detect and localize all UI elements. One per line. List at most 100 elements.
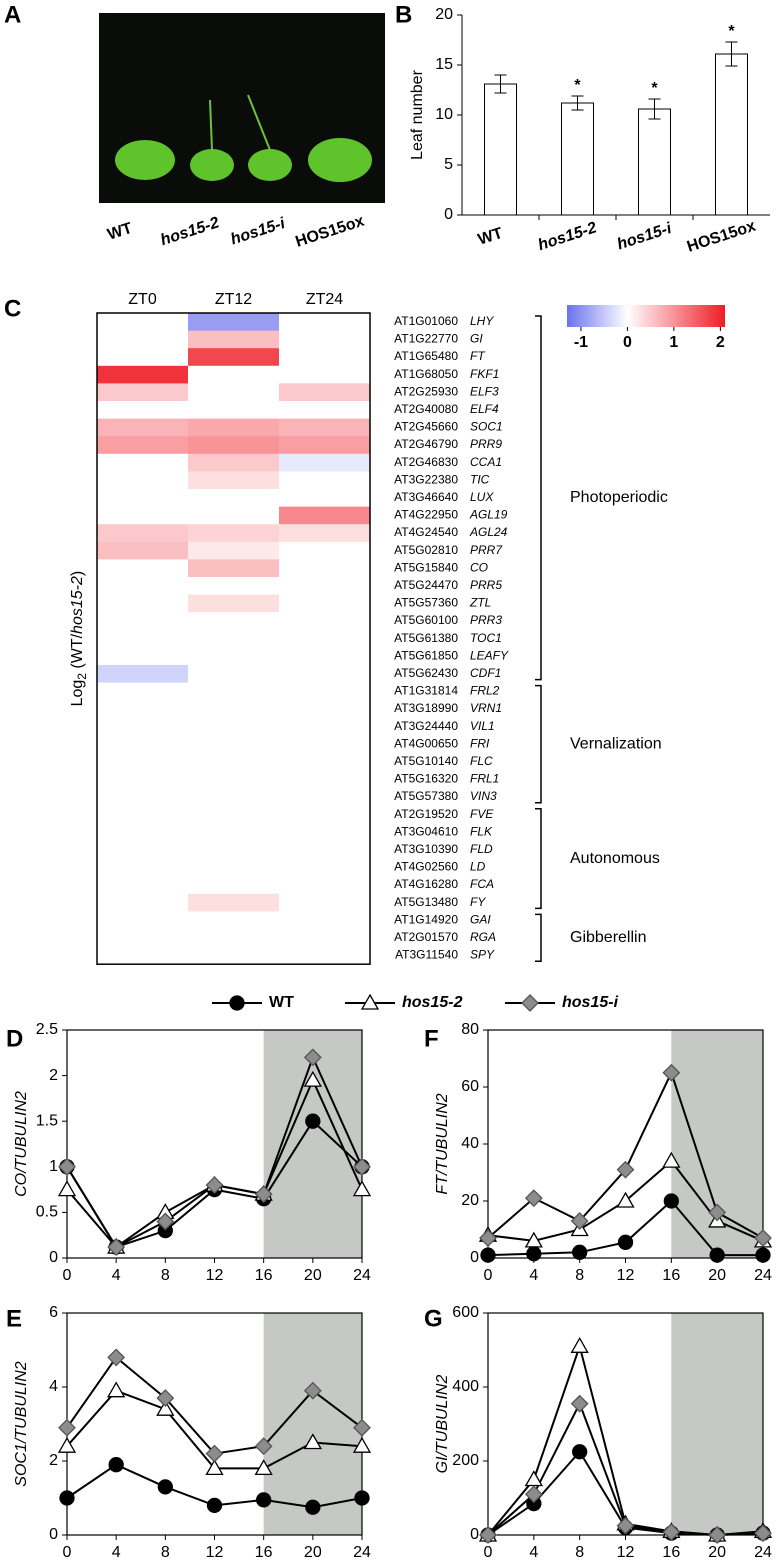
heatmap-cell — [97, 929, 189, 948]
heatmap-cell — [188, 471, 280, 490]
x-tick-label: 4 — [112, 1267, 121, 1284]
y-tick-label: 0 — [470, 1249, 479, 1266]
legend-label: WT — [269, 994, 294, 1011]
gene-id: AT4G02560 — [394, 860, 458, 874]
y-tick-label: 1.5 — [36, 1112, 58, 1129]
heatmap-cell — [188, 577, 280, 596]
marker — [617, 1234, 634, 1250]
x-tick-label: 0 — [63, 1544, 72, 1561]
marker — [352, 1180, 372, 1197]
gene-id: AT3G22380 — [394, 472, 458, 486]
marker — [709, 1247, 725, 1263]
heatmap-cell — [188, 770, 280, 789]
x-tick-label: 0 — [484, 1267, 493, 1284]
y-axis-label: Leaf number — [409, 69, 426, 160]
gene-name: CCA1 — [470, 455, 502, 469]
heatmap-cell — [279, 401, 371, 420]
gene-id: AT2G01570 — [394, 930, 458, 944]
x-tick-label: 24 — [754, 1267, 772, 1284]
gene-name: ZTL — [469, 596, 491, 610]
y-tick-label: 600 — [452, 1304, 479, 1321]
y-tick-label: 80 — [461, 1021, 479, 1038]
heatmap-cell — [188, 541, 280, 560]
heatmap-cell — [97, 682, 189, 701]
marker — [206, 1497, 223, 1514]
heatmap-cell — [188, 401, 280, 420]
gene-id: AT4G16280 — [394, 877, 458, 891]
photo-label: HOS15ox — [293, 213, 366, 251]
heatmap-cell — [279, 929, 371, 948]
heatmap-cell — [97, 753, 189, 772]
heatmap-cell — [279, 946, 371, 965]
marker — [157, 1479, 173, 1495]
x-tick-label: 8 — [161, 1267, 170, 1284]
heatmap-cell — [279, 471, 371, 490]
marker — [524, 1189, 543, 1208]
gene-name: FLK — [470, 824, 493, 838]
heatmap-cell — [188, 946, 280, 965]
error-bar — [571, 95, 584, 111]
marker — [524, 1231, 543, 1248]
x-tick-label: 20 — [708, 1267, 726, 1284]
marker — [521, 994, 539, 1012]
gene-id: AT1G68050 — [394, 367, 458, 381]
gene-id: AT5G57360 — [394, 596, 458, 610]
y-axis-label: CO/TUBULIN2 — [13, 1091, 30, 1197]
heatmap-cell — [188, 929, 280, 948]
heatmap-cell — [97, 893, 189, 912]
marker — [353, 1418, 371, 1437]
gene-id: AT5G15840 — [394, 560, 458, 574]
gene-name: SPY — [470, 948, 495, 962]
marker — [305, 1499, 321, 1515]
heatmap-cell — [97, 506, 189, 525]
heatmap-cell — [97, 841, 189, 860]
gene-id: AT3G46640 — [394, 490, 458, 504]
night-shade — [671, 1313, 763, 1535]
heatmap-cell — [188, 753, 280, 772]
heatmap-cell — [188, 858, 280, 877]
gene-name: FRL1 — [470, 772, 499, 786]
gene-id: AT5G61850 — [394, 648, 458, 662]
x-tick-label: 12 — [206, 1267, 224, 1284]
heatmap-cell — [279, 753, 371, 772]
panel-letter: B — [395, 1, 412, 28]
gene-id: AT3G10390 — [394, 842, 458, 856]
gene-name: RGA — [470, 930, 496, 944]
heatmap-cell — [97, 788, 189, 807]
heatmap-cell — [97, 717, 189, 736]
y-axis-label: FT/TUBULIN2 — [434, 1093, 451, 1194]
photo-label: WT — [105, 220, 134, 244]
gene-name: PRR7 — [470, 543, 503, 557]
plants — [115, 94, 372, 182]
group-bracket — [535, 808, 542, 910]
heatmap-cell — [279, 682, 371, 701]
heatmap-cell — [97, 524, 189, 543]
marker — [205, 1176, 224, 1194]
marker — [156, 1389, 175, 1408]
marker — [708, 1526, 727, 1544]
x-tick-label: 4 — [529, 1267, 538, 1284]
y-axis-label: GI/TUBULIN2 — [434, 1375, 451, 1474]
gene-id: AT2G46790 — [394, 437, 458, 451]
heatmap-cell — [188, 559, 280, 578]
gene-name: ELF3 — [470, 384, 499, 398]
marker — [570, 1212, 589, 1230]
panel-letter: D — [6, 1025, 23, 1052]
gene-name: PRR3 — [470, 613, 502, 627]
panel-letter: C — [4, 295, 21, 322]
gene-name: VIN3 — [470, 789, 497, 803]
heatmap-cell — [97, 471, 189, 490]
gene-name: VRN1 — [470, 701, 502, 715]
gene-id: AT1G31814 — [394, 684, 458, 698]
heatmap-cell — [279, 700, 371, 719]
heatmap-cell — [188, 647, 280, 666]
photo-label: hos15-i — [229, 215, 288, 249]
colorbar-tick-label: 2 — [716, 334, 725, 351]
y-axis-label: SOC1/TUBULIN2 — [13, 1361, 30, 1486]
heatmap-cell — [188, 436, 280, 455]
y-tick-label: 0.5 — [36, 1204, 58, 1221]
significance: * — [728, 23, 735, 40]
legend-label: hos15-i — [562, 994, 619, 1011]
y-tick-label: 20 — [435, 6, 453, 23]
heatmap-cell — [97, 735, 189, 754]
